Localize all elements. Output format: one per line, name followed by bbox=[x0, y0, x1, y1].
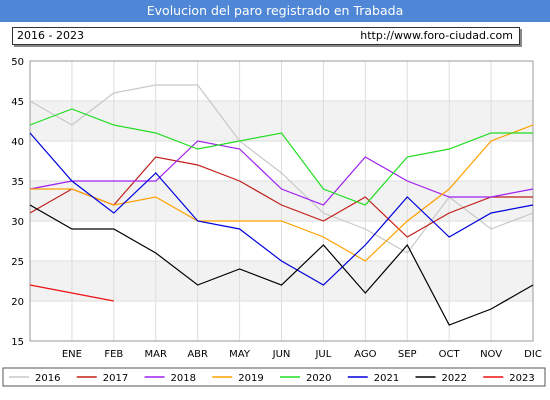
x-tick-label: ABR bbox=[187, 349, 208, 360]
y-tick-label: 30 bbox=[11, 217, 24, 228]
x-tick-label: SEP bbox=[398, 349, 417, 360]
legend-label-2019: 2019 bbox=[238, 373, 263, 384]
y-tick-label: 35 bbox=[11, 177, 24, 188]
y-tick-label: 15 bbox=[11, 337, 24, 348]
x-tick-label: DIC bbox=[524, 349, 542, 360]
legend-label-2021: 2021 bbox=[374, 373, 399, 384]
y-tick-label: 40 bbox=[11, 137, 24, 148]
x-tick-label: MAR bbox=[145, 349, 167, 360]
x-tick-label: JUN bbox=[272, 349, 291, 360]
x-tick-label: MAY bbox=[229, 349, 251, 360]
x-tick-label: AGO bbox=[354, 349, 376, 360]
info-bar: 2016 - 2023 http://www.foro-ciudad.com bbox=[12, 27, 520, 45]
plot-border bbox=[29, 60, 534, 342]
x-tick-label: ENE bbox=[62, 349, 82, 360]
title-bar: Evolucion del paro registrado en Trabada bbox=[0, 0, 550, 22]
period-label: 2016 - 2023 bbox=[17, 29, 84, 42]
y-tick-label: 45 bbox=[11, 97, 24, 108]
legend-box bbox=[2, 367, 546, 387]
x-tick-label: NOV bbox=[480, 349, 502, 360]
series-line-2023 bbox=[29, 284, 114, 302]
source-url[interactable]: http://www.foro-ciudad.com bbox=[360, 29, 513, 42]
legend-label-2020: 2020 bbox=[306, 373, 331, 384]
legend-label-2023: 2023 bbox=[509, 373, 534, 384]
legend-label-2022: 2022 bbox=[442, 373, 467, 384]
chart-title: Evolucion del paro registrado en Trabada bbox=[146, 3, 404, 18]
legend-label-2017: 2017 bbox=[103, 373, 128, 384]
y-tick-label: 20 bbox=[11, 297, 24, 308]
x-tick-label: FEB bbox=[104, 349, 123, 360]
x-tick-label: OCT bbox=[439, 349, 461, 360]
series-line-2022 bbox=[29, 204, 534, 326]
series-line-2021 bbox=[29, 132, 534, 286]
series-line-2020 bbox=[29, 108, 533, 206]
legend-label-2018: 2018 bbox=[171, 373, 196, 384]
y-tick-label: 25 bbox=[11, 257, 24, 268]
x-tick-label: JUL bbox=[314, 349, 331, 360]
y-tick-label: 50 bbox=[11, 57, 24, 68]
series-line-2019 bbox=[30, 124, 534, 262]
series-line-2018 bbox=[29, 140, 534, 206]
legend-label-2016: 2016 bbox=[35, 373, 60, 384]
